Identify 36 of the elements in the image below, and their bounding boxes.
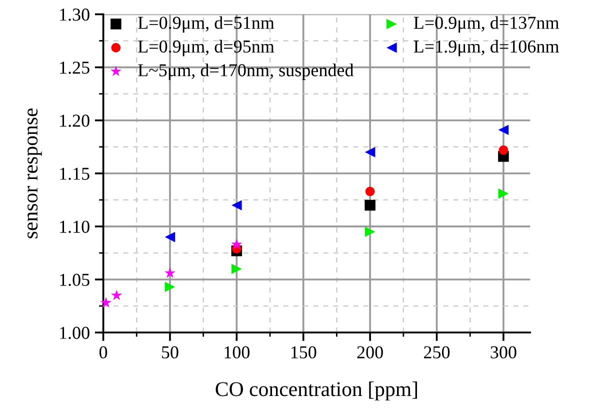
x-axis-title: CO concentration [ppm] [216, 382, 417, 400]
point [498, 124, 509, 136]
point [100, 297, 112, 308]
point [164, 282, 176, 292]
x-tick-label: 50 [162, 346, 178, 358]
point [164, 232, 176, 242]
point [164, 267, 176, 278]
y-tick-label: 1.00 [60, 326, 90, 340]
x-tick-label: 100 [224, 346, 250, 358]
legend-label: L~5μm, d=170nm, suspended [138, 64, 354, 80]
point [498, 145, 508, 155]
point [498, 188, 509, 199]
x-tick-label: 0 [99, 346, 108, 358]
point [365, 186, 375, 196]
point [232, 200, 242, 210]
y-tick-label: 1.10 [60, 220, 90, 233]
legend-label: L=0.9μm, d=137nm [414, 16, 559, 33]
point [111, 290, 122, 300]
x-tick-label: 250 [424, 346, 450, 358]
point [364, 200, 376, 211]
legend-label: L=0.9μm, d=95nm [138, 40, 274, 56]
y-axis-title: sensor response [28, 108, 42, 238]
point [232, 264, 242, 274]
point [231, 238, 242, 250]
y-tick-label: 1.25 [60, 62, 90, 74]
x-tick-label: 200 [357, 346, 383, 358]
point [364, 147, 376, 158]
point [364, 226, 376, 237]
y-tick-label: 1.20 [60, 114, 90, 127]
x-tick-label: 300 [490, 346, 516, 358]
legend-label: L=0.9μm, d=51nm [138, 16, 274, 33]
y-tick-label: 1.30 [60, 8, 90, 21]
legend-label: L=1.9μm, d=106nm [414, 40, 559, 56]
y-tick-label: 1.05 [60, 274, 90, 286]
y-tick-label: 1.15 [60, 168, 90, 180]
x-tick-label: 150 [291, 346, 316, 358]
